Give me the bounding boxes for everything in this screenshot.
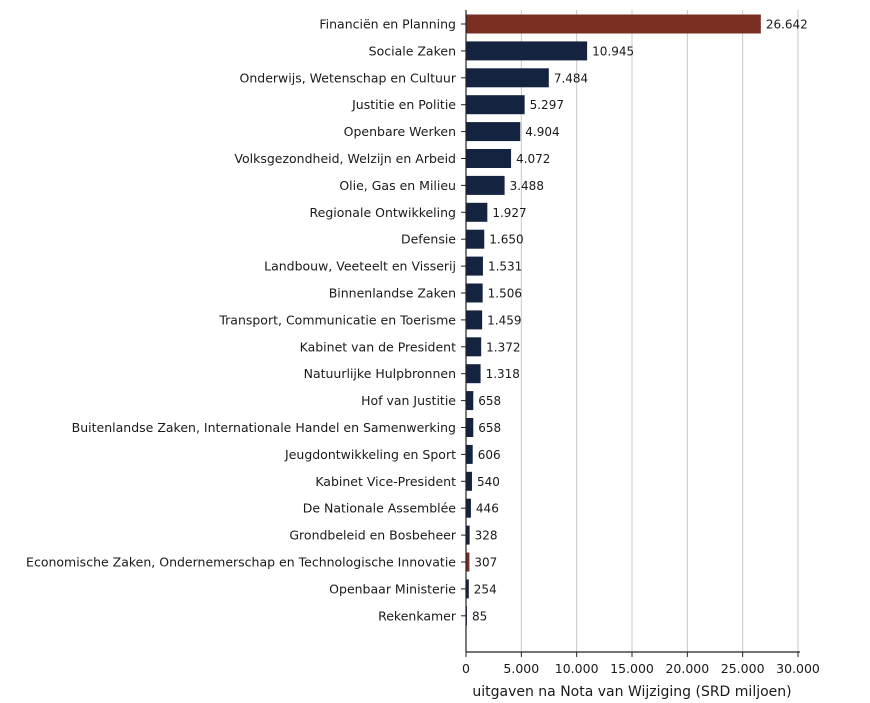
value-label: 254 xyxy=(474,582,497,596)
value-label: 1.650 xyxy=(489,233,523,247)
value-label: 1.506 xyxy=(488,287,522,301)
value-label: 5.297 xyxy=(530,98,564,112)
category-label: Landbouw, Veeteelt en Visserij xyxy=(264,259,456,274)
category-label: Grondbeleid en Bosbeheer xyxy=(289,528,456,543)
category-label: Justitie en Politie xyxy=(351,97,456,112)
value-label: 4.904 xyxy=(525,125,559,139)
bar xyxy=(466,364,481,384)
value-label: 85 xyxy=(472,609,487,623)
bar xyxy=(466,552,470,572)
category-label: Defensie xyxy=(401,232,456,247)
bar xyxy=(466,471,472,491)
value-label: 4.072 xyxy=(516,152,550,166)
x-tick-label: 10.000 xyxy=(555,661,599,676)
category-label: Onderwijs, Wetenschap en Cultuur xyxy=(240,70,457,85)
bar xyxy=(466,68,549,88)
category-label: Jeugdontwikkeling en Sport xyxy=(284,447,456,462)
category-label: Sociale Zaken xyxy=(369,43,456,58)
bar xyxy=(466,41,588,61)
value-label: 1.927 xyxy=(492,206,526,220)
x-tick-label: 20.000 xyxy=(665,661,709,676)
bar xyxy=(466,175,505,195)
bar xyxy=(466,14,761,34)
value-label: 446 xyxy=(476,502,499,516)
value-label: 328 xyxy=(475,529,498,543)
bar xyxy=(466,391,474,411)
value-label: 540 xyxy=(477,475,500,489)
category-label: Hof van Justitie xyxy=(361,393,456,408)
bar xyxy=(466,283,483,303)
value-label: 1.318 xyxy=(486,367,520,381)
category-label: Volksgezondheid, Welzijn en Arbeid xyxy=(234,151,456,166)
x-ticks: 0 5.000 10.000 15.000 20.000 25.000 30.000 xyxy=(462,652,820,676)
value-label: 26.642 xyxy=(766,18,808,32)
bars xyxy=(466,14,761,626)
value-label: 658 xyxy=(478,421,501,435)
bar xyxy=(466,256,483,276)
category-label: Natuurlijke Hulpbronnen xyxy=(304,366,456,381)
value-label: 1.372 xyxy=(486,340,520,354)
bar xyxy=(466,122,521,142)
x-tick-label: 15.000 xyxy=(610,661,654,676)
bar xyxy=(466,229,485,249)
category-label: Transport, Communicatie en Toerisme xyxy=(218,312,456,327)
bar xyxy=(466,579,469,599)
category-label: De Nationale Assemblée xyxy=(303,501,457,516)
grid-lines xyxy=(520,10,799,652)
category-label: Binnenlandse Zaken xyxy=(329,286,456,301)
x-tick-label: 0 xyxy=(462,661,470,676)
bar xyxy=(466,310,483,330)
category-label: Regionale Ontwikkeling xyxy=(310,205,456,220)
bar xyxy=(466,202,488,222)
value-label: 10.945 xyxy=(592,44,634,58)
bar xyxy=(466,149,512,168)
category-label: Kabinet van de President xyxy=(300,339,456,354)
category-label: Rekenkamer xyxy=(378,608,457,623)
bar xyxy=(466,95,525,115)
category-label: Openbare Werken xyxy=(344,124,456,139)
value-label: 658 xyxy=(478,394,501,408)
category-labels: Financiën en Planning Sociale Zaken Onderw… xyxy=(26,17,457,624)
category-label: Kabinet Vice-President xyxy=(315,474,456,489)
x-tick-label: 5.000 xyxy=(503,661,539,676)
bar xyxy=(466,418,474,437)
value-label: 606 xyxy=(478,448,501,462)
value-labels: 26.642 10.945 7.484 5.297 4.904 4.072 3.488 1.9… xyxy=(472,18,808,624)
value-label: 3.488 xyxy=(510,179,544,193)
value-label: 1.531 xyxy=(488,260,522,274)
bar xyxy=(466,498,471,518)
value-label: 7.484 xyxy=(554,71,588,85)
bar xyxy=(466,337,482,357)
value-label: 307 xyxy=(474,556,497,570)
bar xyxy=(466,525,470,545)
category-label: Financiën en Planning xyxy=(319,17,456,32)
category-label: Economische Zaken, Ondernemerschap en Te… xyxy=(26,555,456,570)
bar xyxy=(466,444,473,464)
x-axis-title: uitgaven na Nota van Wijziging (SRD milj… xyxy=(472,684,791,700)
category-label: Buitenlandse Zaken, Internationale Hande… xyxy=(72,420,456,435)
x-tick-label: 25.000 xyxy=(721,661,765,676)
category-label: Olie, Gas en Milieu xyxy=(339,178,456,193)
value-label: 1.459 xyxy=(487,313,521,327)
category-label: Openbaar Ministerie xyxy=(329,581,456,596)
x-tick-label: 30.000 xyxy=(776,661,820,676)
